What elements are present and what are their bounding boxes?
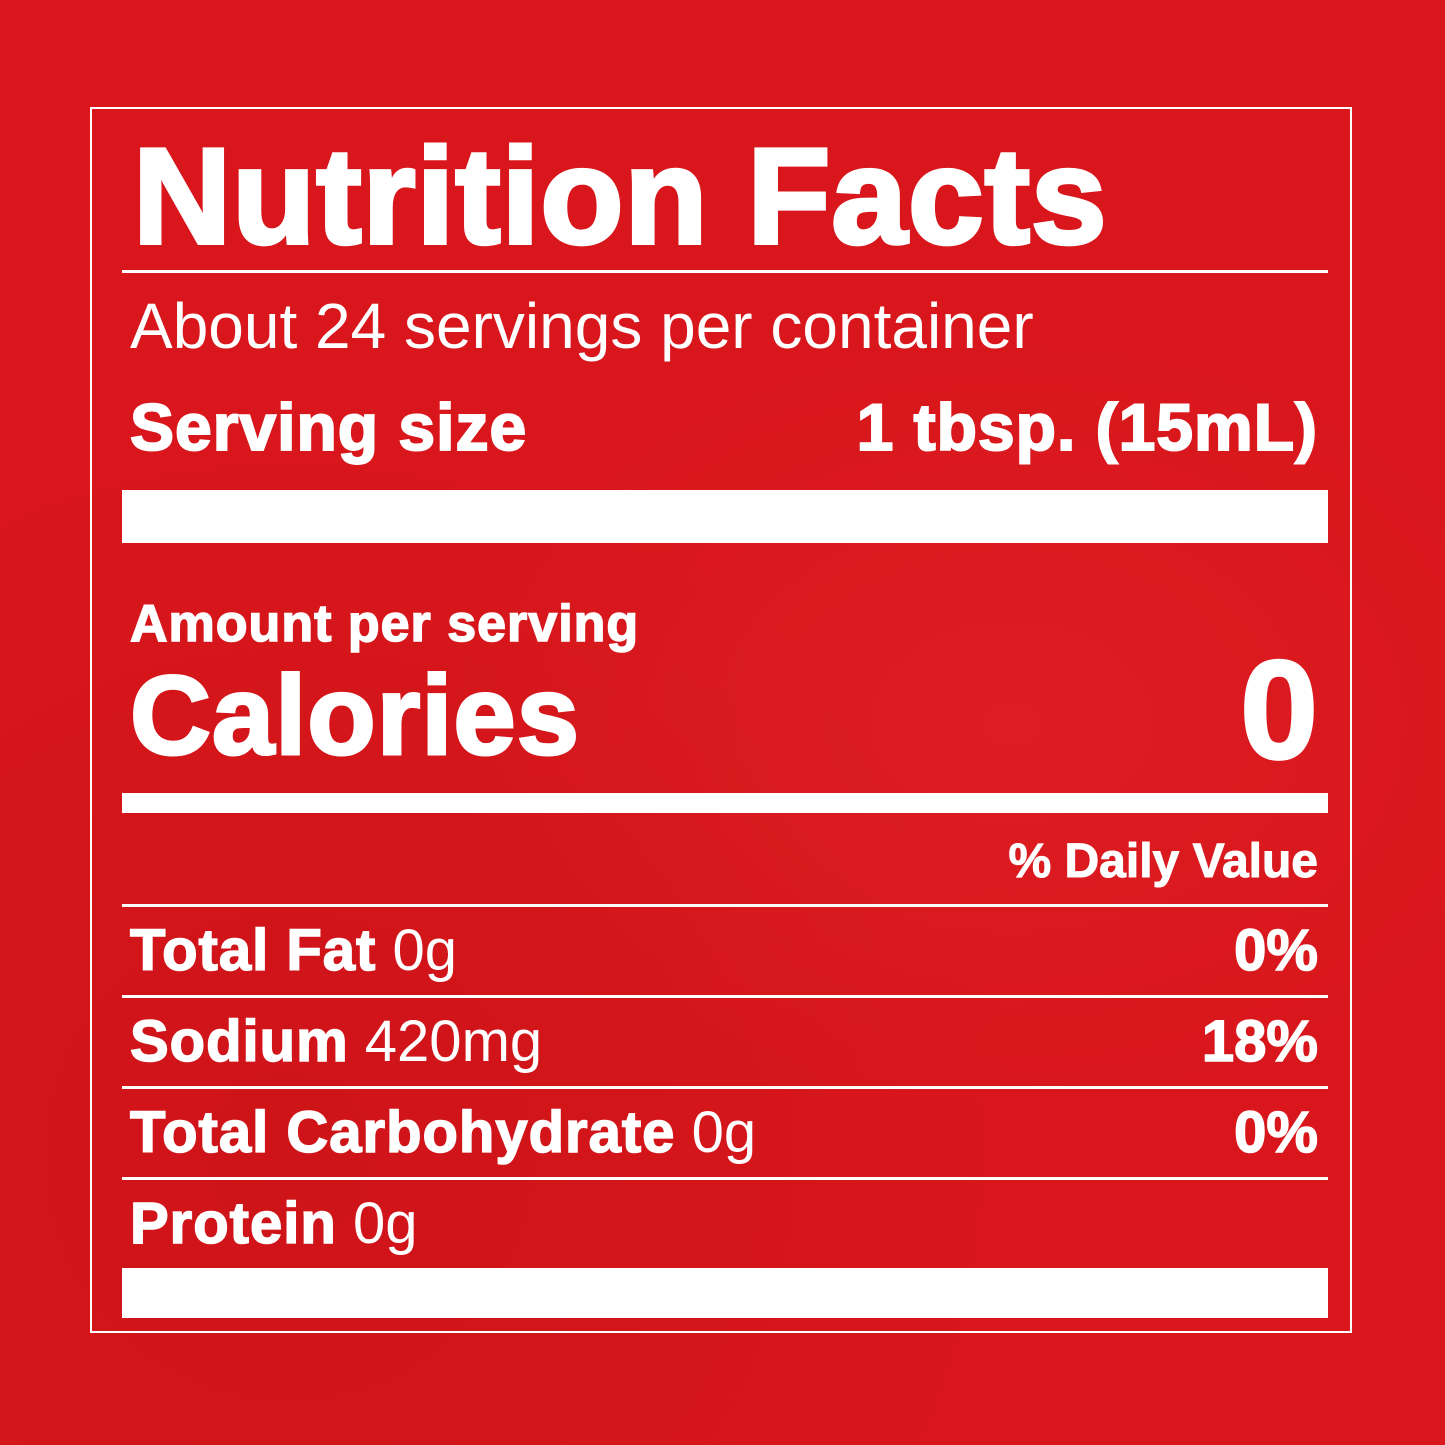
nutrient-amount: 0g bbox=[691, 1100, 757, 1165]
nutrient-name: Sodium bbox=[129, 1009, 349, 1074]
nutrient-dv: 18% bbox=[1201, 1009, 1319, 1074]
label-frame bbox=[90, 107, 1352, 1333]
nutrient-name: Total Carbohydrate bbox=[129, 1100, 676, 1165]
nutrient-name: Total Fat bbox=[129, 918, 377, 983]
calories-value: 0 bbox=[1239, 631, 1320, 788]
nutrient-name: Protein bbox=[129, 1191, 337, 1256]
servings-per-container: About 24 servings per container bbox=[130, 290, 1034, 362]
thick-divider bbox=[122, 490, 1328, 543]
nutrient-amount: 0g bbox=[352, 1191, 418, 1256]
calories-label: Calories bbox=[129, 653, 581, 778]
amount-per-serving: Amount per serving bbox=[129, 595, 640, 653]
serving-size-label: Serving size bbox=[129, 390, 528, 464]
nutrient-dv: 0% bbox=[1233, 1100, 1318, 1165]
divider bbox=[122, 270, 1328, 273]
daily-value-header: % Daily Value bbox=[1008, 835, 1318, 888]
thick-divider bbox=[122, 1268, 1328, 1318]
divider bbox=[122, 1086, 1328, 1089]
nutrient-dv: 0% bbox=[1233, 918, 1318, 983]
nutrient-amount: 0g bbox=[392, 918, 457, 983]
label-title: Nutrition Facts bbox=[131, 120, 1109, 272]
divider bbox=[122, 1177, 1328, 1180]
divider bbox=[122, 904, 1328, 907]
serving-size-value: 1 tbsp. (15mL) bbox=[856, 390, 1318, 464]
nutrient-amount: 420mg bbox=[364, 1009, 543, 1074]
divider bbox=[122, 995, 1328, 998]
medium-divider bbox=[122, 793, 1328, 813]
